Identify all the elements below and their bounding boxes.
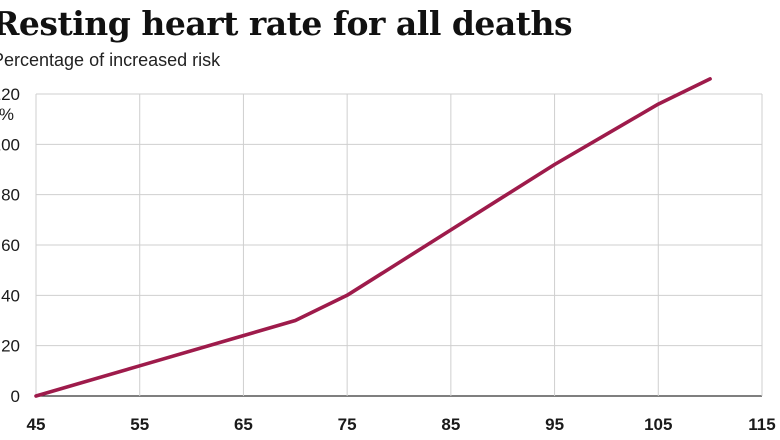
x-tick-label: 115 <box>748 415 775 434</box>
y-tick-label: 60 <box>1 236 20 255</box>
chart-title: Resting heart rate for all deaths <box>0 4 573 43</box>
y-tick-label: 0 <box>11 387 20 406</box>
y-tick-label: 40 <box>1 286 20 305</box>
y-unit-label: % <box>0 105 14 124</box>
y-tick-label: 100 <box>0 135 20 154</box>
series-line-0 <box>34 77 712 398</box>
y-tick-label: 120 <box>0 85 20 104</box>
x-tick-label: 75 <box>338 415 357 434</box>
y-tick-label: 20 <box>1 337 20 356</box>
y-tick-label: 80 <box>1 186 20 205</box>
x-tick-label: 65 <box>234 415 253 434</box>
x-tick-label: 85 <box>441 415 460 434</box>
x-tick-label: 95 <box>545 415 564 434</box>
x-tick-label: 55 <box>130 415 149 434</box>
x-tick-label: 105 <box>644 415 672 434</box>
chart-subtitle: Percentage of increased risk <box>0 50 221 70</box>
x-tick-label: 45 <box>27 415 46 434</box>
